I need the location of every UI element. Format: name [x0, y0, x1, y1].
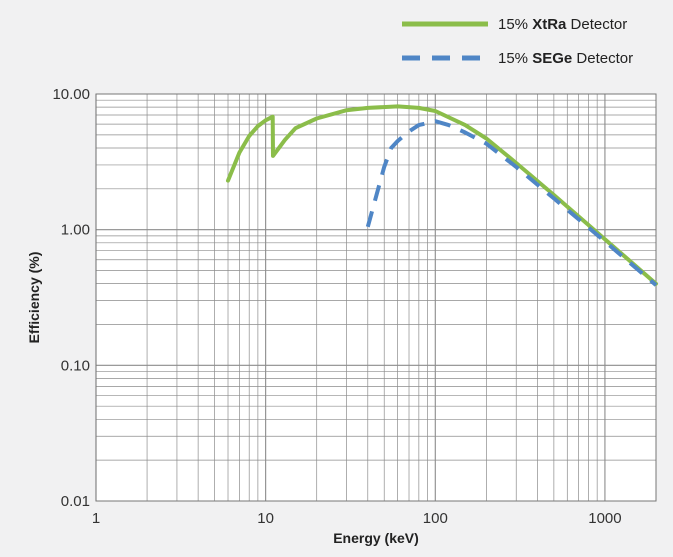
x-tick-label: 10 [257, 510, 274, 527]
x-tick-label: 1 [92, 510, 100, 527]
plot-area [96, 94, 656, 501]
y-tick-label: 0.01 [61, 493, 90, 510]
tick-labels: 1 10 100 1000 0.01 0.10 1.00 10.00 [52, 86, 621, 527]
y-tick-label: 0.10 [61, 357, 90, 374]
legend-label: 15% XtRa Detector [498, 16, 627, 33]
series-layer [226, 104, 658, 287]
plot-frame [95, 93, 657, 502]
x-tick-label: 1000 [588, 510, 621, 527]
x-tick-label: 100 [423, 510, 448, 527]
legend-label: 15% SEGe Detector [498, 50, 633, 67]
legend-item: 15% XtRa Detector [402, 16, 627, 33]
grid-lines [95, 94, 657, 502]
legend: 15% XtRa Detector 15% SEGe Detector [402, 16, 633, 67]
y-tick-label: 1.00 [61, 222, 90, 239]
x-axis-title: Energy (keV) [333, 530, 419, 546]
y-axis-title: Efficiency (%) [26, 252, 42, 344]
y-tick-label: 10.00 [52, 86, 90, 103]
legend-item: 15% SEGe Detector [402, 50, 633, 67]
